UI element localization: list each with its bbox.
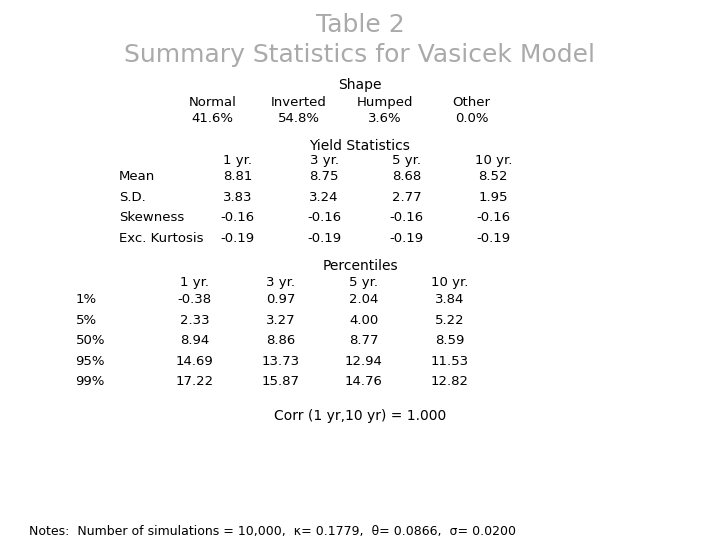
Text: 3.83: 3.83 (223, 191, 252, 204)
Text: 12.94: 12.94 (345, 355, 382, 368)
Text: 99%: 99% (76, 375, 105, 388)
Text: 1 yr.: 1 yr. (180, 276, 209, 289)
Text: 3.24: 3.24 (310, 191, 338, 204)
Text: 12.82: 12.82 (431, 375, 469, 388)
Text: 8.86: 8.86 (266, 334, 295, 347)
Text: 13.73: 13.73 (262, 355, 300, 368)
Text: 11.53: 11.53 (431, 355, 469, 368)
Text: 14.76: 14.76 (345, 375, 382, 388)
Text: 5 yr.: 5 yr. (349, 276, 378, 289)
Text: -0.16: -0.16 (220, 211, 255, 224)
Text: 5%: 5% (76, 314, 96, 327)
Text: 17.22: 17.22 (176, 375, 213, 388)
Text: Corr (1 yr,10 yr) = 1.000: Corr (1 yr,10 yr) = 1.000 (274, 409, 446, 423)
Text: 1.95: 1.95 (479, 191, 508, 204)
Text: Table 2: Table 2 (315, 14, 405, 37)
Text: 2.33: 2.33 (179, 314, 210, 327)
Text: 8.77: 8.77 (349, 334, 378, 347)
Text: 8.52: 8.52 (479, 170, 508, 183)
Text: Other: Other (453, 96, 490, 109)
Text: 8.59: 8.59 (436, 334, 464, 347)
Text: Exc. Kurtosis: Exc. Kurtosis (119, 232, 203, 245)
Text: 3.84: 3.84 (436, 293, 464, 306)
Text: Notes:  Number of simulations = 10,000,  κ= 0.1779,  θ= 0.0866,  σ= 0.0200: Notes: Number of simulations = 10,000, κ… (29, 525, 516, 538)
Text: 8.68: 8.68 (392, 170, 421, 183)
Text: -0.19: -0.19 (220, 232, 255, 245)
Text: 10 yr.: 10 yr. (431, 276, 469, 289)
Text: -0.16: -0.16 (390, 211, 424, 224)
Text: 41.6%: 41.6% (192, 112, 233, 125)
Text: 3 yr.: 3 yr. (266, 276, 295, 289)
Text: -0.19: -0.19 (390, 232, 424, 245)
Text: -0.16: -0.16 (307, 211, 341, 224)
Text: 3.6%: 3.6% (369, 112, 402, 125)
Text: 15.87: 15.87 (262, 375, 300, 388)
Text: 4.00: 4.00 (349, 314, 378, 327)
Text: 1 yr.: 1 yr. (223, 154, 252, 167)
Text: Summary Statistics for Vasicek Model: Summary Statistics for Vasicek Model (125, 43, 595, 67)
Text: 1%: 1% (76, 293, 96, 306)
Text: Humped: Humped (357, 96, 413, 109)
Text: 0.97: 0.97 (266, 293, 295, 306)
Text: 2.04: 2.04 (349, 293, 378, 306)
Text: 8.94: 8.94 (180, 334, 209, 347)
Text: 5 yr.: 5 yr. (392, 154, 421, 167)
Text: -0.19: -0.19 (476, 232, 510, 245)
Text: 8.81: 8.81 (223, 170, 252, 183)
Text: 50%: 50% (76, 334, 105, 347)
Text: -0.38: -0.38 (177, 293, 212, 306)
Text: Yield Statistics: Yield Statistics (310, 139, 410, 153)
Text: Mean: Mean (119, 170, 155, 183)
Text: Percentiles: Percentiles (322, 259, 398, 273)
Text: 2.77: 2.77 (392, 191, 422, 204)
Text: Shape: Shape (338, 78, 382, 92)
Text: 0.0%: 0.0% (455, 112, 488, 125)
Text: 3.27: 3.27 (266, 314, 296, 327)
Text: 10 yr.: 10 yr. (474, 154, 512, 167)
Text: Inverted: Inverted (271, 96, 327, 109)
Text: 3 yr.: 3 yr. (310, 154, 338, 167)
Text: 8.75: 8.75 (310, 170, 338, 183)
Text: -0.19: -0.19 (307, 232, 341, 245)
Text: 14.69: 14.69 (176, 355, 213, 368)
Text: Skewness: Skewness (119, 211, 184, 224)
Text: -0.16: -0.16 (476, 211, 510, 224)
Text: 5.22: 5.22 (435, 314, 465, 327)
Text: S.D.: S.D. (119, 191, 145, 204)
Text: 54.8%: 54.8% (278, 112, 320, 125)
Text: 95%: 95% (76, 355, 105, 368)
Text: Normal: Normal (189, 96, 236, 109)
